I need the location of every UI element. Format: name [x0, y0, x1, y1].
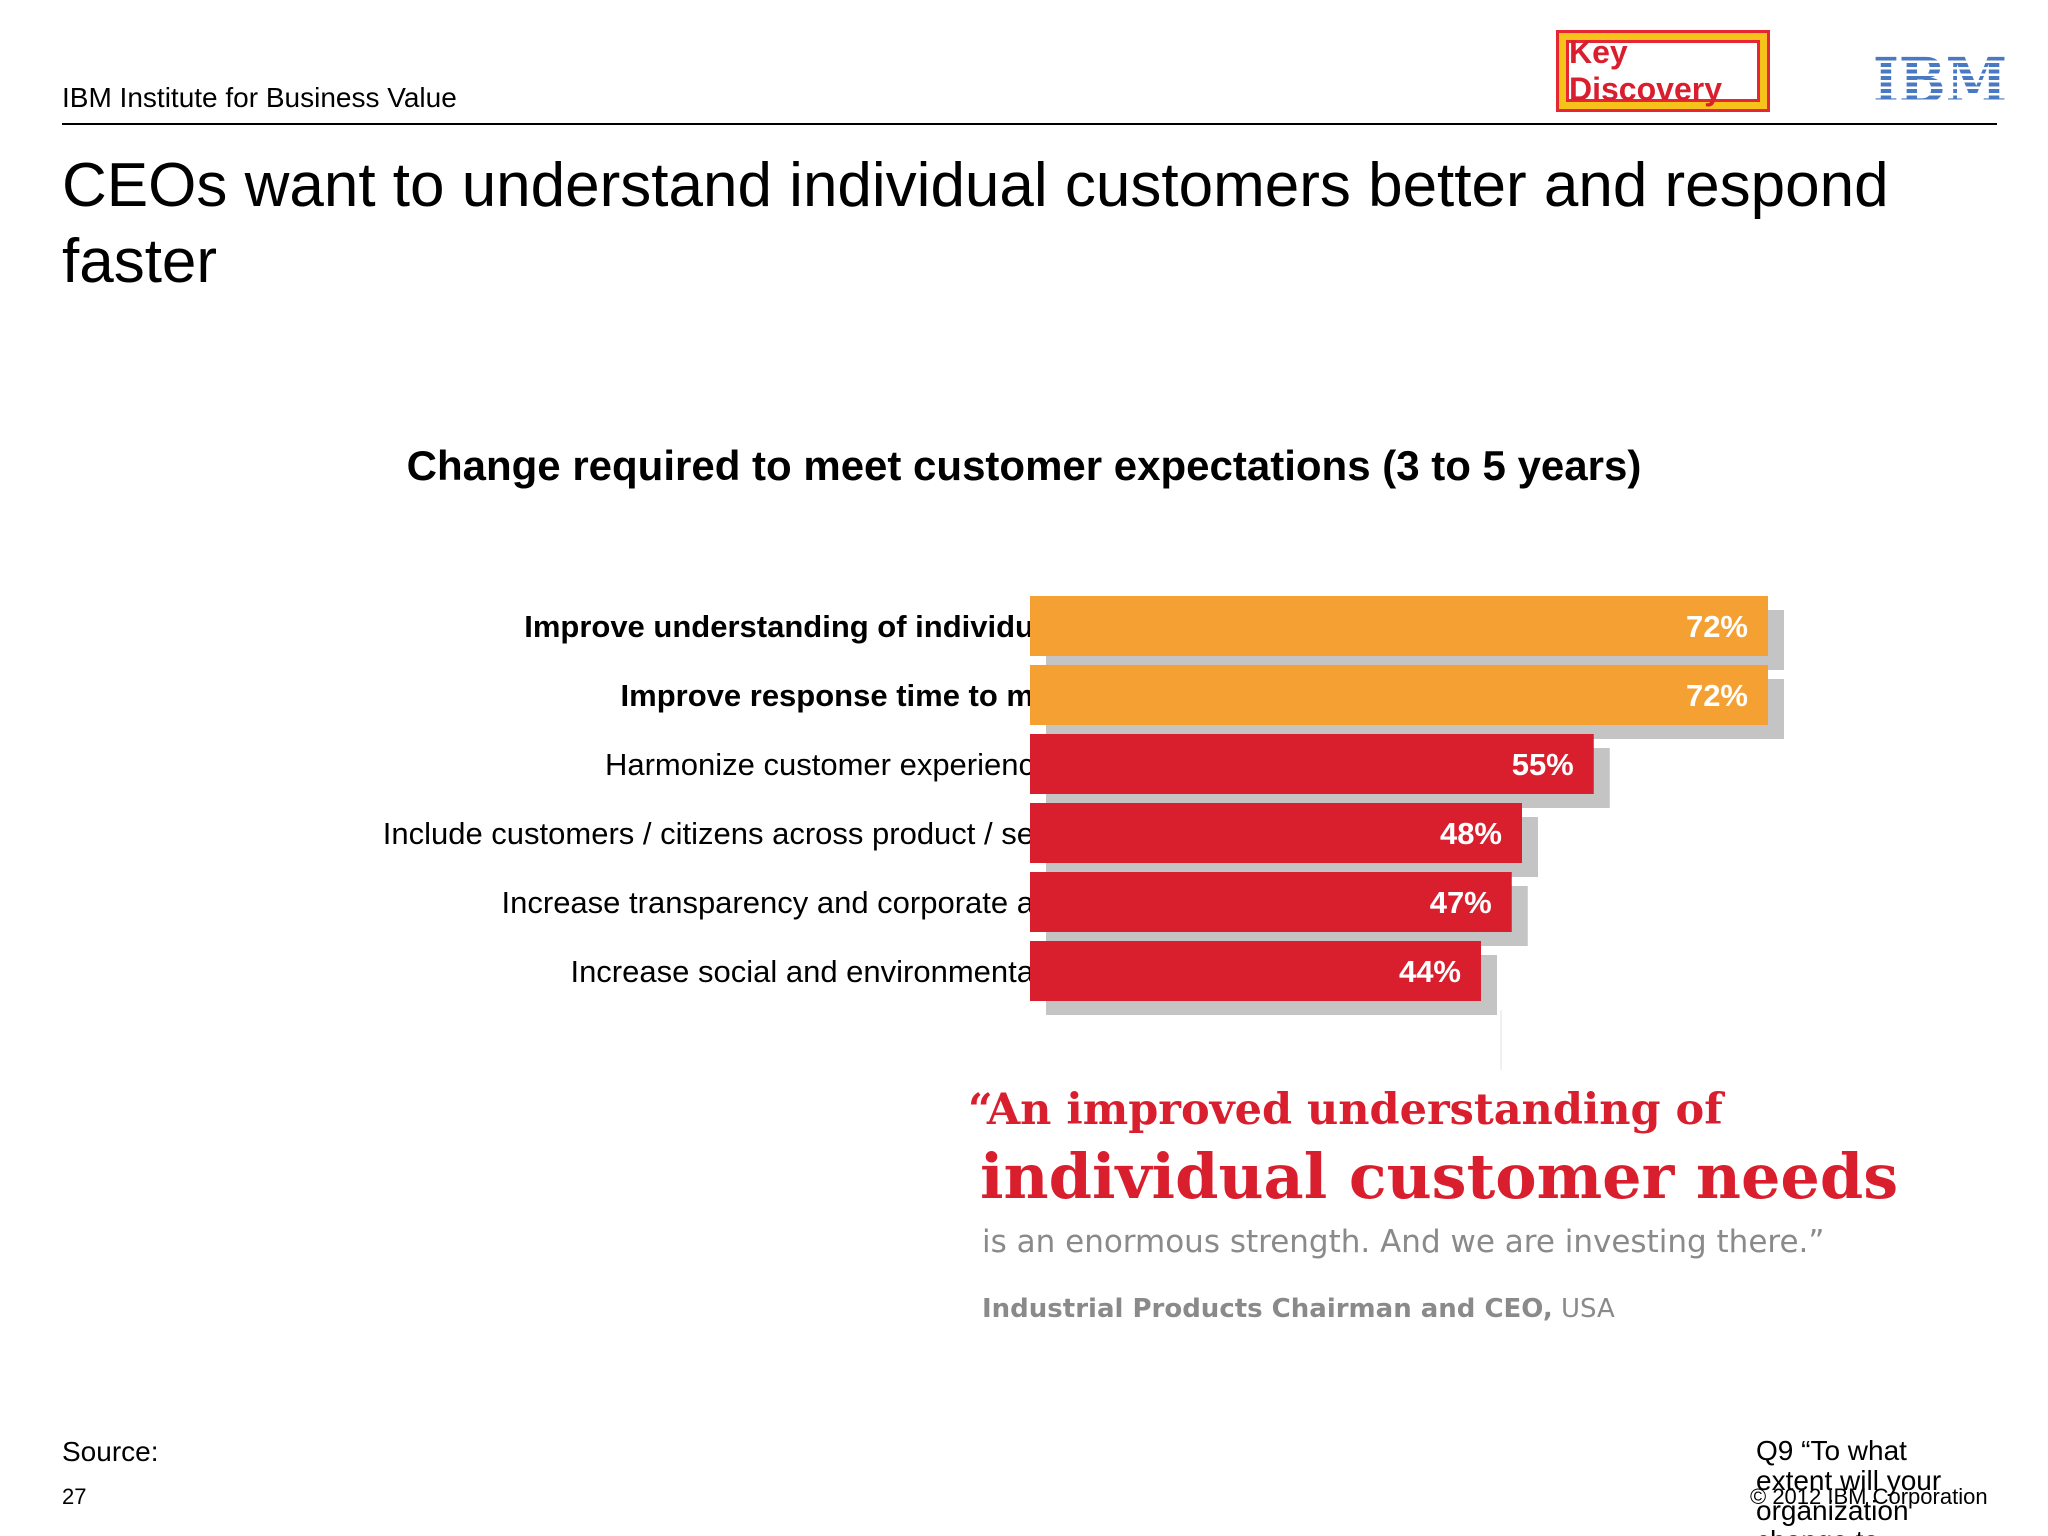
- category-label: Harmonize customer experienc: [605, 747, 1034, 782]
- quote-line-1: “An improved understanding of: [968, 1085, 1723, 1135]
- bar: [1030, 872, 1512, 932]
- copyright: © 2012 IBM Corporation: [1750, 1484, 1988, 1509]
- source-label: Source:: [62, 1436, 159, 1467]
- bar: [1030, 734, 1594, 794]
- category-label: Include customers / citizens across prod…: [383, 816, 1034, 851]
- value-label: 48%: [1440, 816, 1502, 851]
- header-org-name: IBM Institute for Business Value: [62, 82, 457, 113]
- category-label: Improve understanding of individu: [524, 609, 1034, 644]
- bar: [1030, 941, 1481, 1001]
- ibm-logo-icon: IBM: [1873, 50, 2007, 108]
- svg-text:IBM: IBM: [1873, 50, 2007, 108]
- value-label: 72%: [1686, 678, 1748, 713]
- bar: [1030, 596, 1768, 656]
- chart-guide-line: [1500, 1010, 1502, 1070]
- value-label: 44%: [1399, 954, 1461, 989]
- attribution-role: Industrial Products Chairman and CEO,: [982, 1294, 1553, 1324]
- category-label: Improve response time to m: [621, 678, 1034, 713]
- key-discovery-label: Key Discovery: [1566, 34, 1760, 107]
- category-label: Increase social and environmenta: [570, 954, 1034, 989]
- value-label: 55%: [1512, 747, 1574, 782]
- slide-title: CEOs want to understand individual custo…: [62, 151, 1889, 296]
- quote-line-2: individual customer needs: [980, 1140, 1899, 1213]
- bar: [1030, 665, 1768, 725]
- bar: [1030, 803, 1522, 863]
- header-divider: [62, 123, 1997, 125]
- chart-title: Change required to meet customer expecta…: [406, 442, 1642, 489]
- value-label: 47%: [1430, 885, 1492, 920]
- category-label: Increase transparency and corporate a: [502, 885, 1035, 920]
- key-discovery-badge: Key Discovery: [1556, 30, 1770, 112]
- quote-attribution: Industrial Products Chairman and CEO, US…: [982, 1294, 1968, 1324]
- survey-question: Q9 “To what extent will your organizatio…: [1756, 1436, 1942, 1536]
- attribution-country: USA: [1552, 1294, 1615, 1324]
- page-number: 27: [62, 1484, 87, 1509]
- ceo-quote: “An improved understanding of individual…: [968, 1082, 1968, 1324]
- quote-line-3: is an enormous strength. And we are inve…: [982, 1224, 1825, 1260]
- value-label: 72%: [1686, 609, 1748, 644]
